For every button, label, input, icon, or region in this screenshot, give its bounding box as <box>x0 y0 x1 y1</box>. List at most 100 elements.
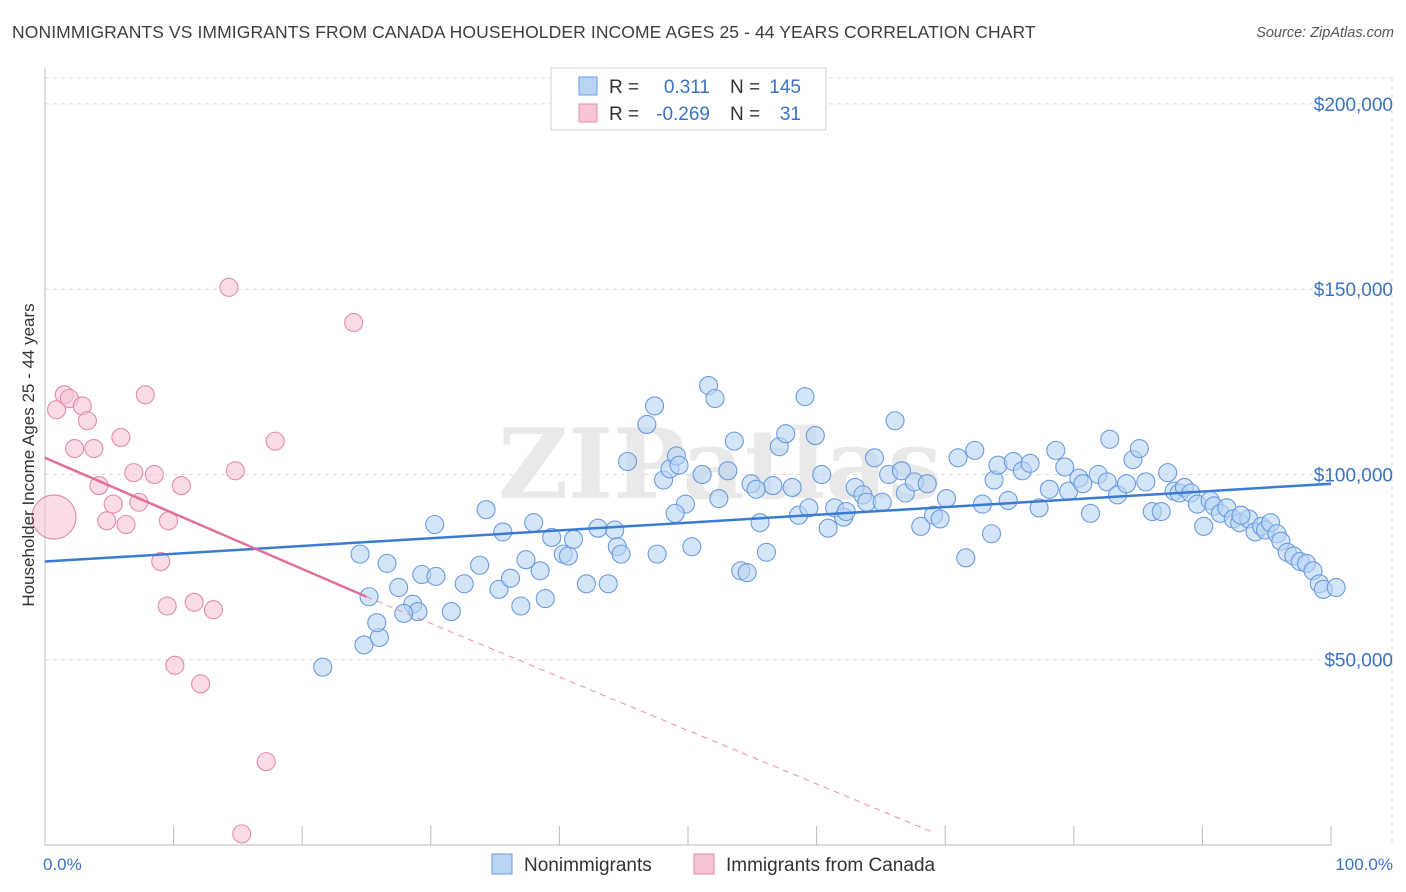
nonimmigrant-point <box>782 477 802 497</box>
immigrant-point <box>184 592 204 612</box>
nonimmigrant-point <box>377 553 397 573</box>
axes <box>44 68 1332 846</box>
nonimmigrant-point <box>1326 577 1346 598</box>
legend-swatch-pink <box>578 103 598 123</box>
trend-lines <box>44 456 1332 833</box>
legend-bottom-swatch-pink <box>693 853 715 875</box>
nonimmigrant-point <box>709 489 729 509</box>
nonimmigrant-point <box>948 448 968 468</box>
nonimmigrant-point <box>1136 472 1156 492</box>
nonimmigrant-point <box>524 513 544 533</box>
immigrant-point <box>157 596 177 616</box>
nonimmigrant-point <box>872 492 892 512</box>
nonimmigrant-point <box>511 596 531 616</box>
legend-r-label: R = <box>609 77 639 98</box>
nonimmigrant-point <box>682 537 702 557</box>
immigrant-trend-line <box>44 456 367 598</box>
nonimmigrant-point <box>965 440 985 460</box>
nonimmigrant-point <box>692 464 712 485</box>
nonimmigrant-point <box>637 414 657 434</box>
nonimmigrant-point <box>737 563 757 583</box>
immigrant-point <box>31 494 77 540</box>
nonimmigrant-point <box>776 424 796 444</box>
legend-n-label: N = <box>730 77 760 98</box>
nonimmigrant-point <box>998 490 1018 510</box>
nonimmigrant-point <box>1158 463 1178 483</box>
nonimmigrant-point <box>647 544 667 564</box>
nonimmigrant-point <box>605 520 625 540</box>
nonimmigrant-point <box>1097 472 1117 492</box>
nonimmigrant-point <box>891 461 912 481</box>
nonimmigrant-point <box>885 411 905 431</box>
legend-n-value: 31 <box>780 104 801 125</box>
immigrant-point <box>111 427 131 447</box>
nonimmigrant-point <box>705 388 725 409</box>
legend-bottom-label: Immigrants from Canada <box>726 855 936 876</box>
legend-top: R = 0.311 N = 145 R = -0.269 N = 31 <box>550 67 827 131</box>
nonimmigrant-point <box>1116 474 1137 494</box>
immigrant-point <box>225 461 245 481</box>
immigrant-point <box>77 411 97 431</box>
nonimmigrant-point <box>367 613 387 633</box>
nonimmigrant-point <box>1231 505 1251 525</box>
nonimmigrant-point <box>669 455 689 475</box>
immigrant-point <box>65 438 85 459</box>
y-tick-label: $200,000 <box>1314 95 1393 116</box>
immigrant-point <box>84 438 104 459</box>
nonimmigrant-point <box>476 500 496 520</box>
nonimmigrant-point <box>956 548 976 568</box>
nonimmigrant-point <box>795 387 815 407</box>
legend-bottom-label: Nonimmigrants <box>524 855 652 876</box>
y-tick-labels: $50,000 $100,000 $150,000 $200,000 <box>1314 95 1393 672</box>
nonimmigrant-point <box>516 550 536 570</box>
nonimmigrant-point <box>763 476 783 496</box>
nonimmigrant-point <box>563 529 584 549</box>
nonimmigrant-point <box>665 503 685 523</box>
nonimmigrant-point <box>930 509 950 529</box>
legend-bottom: Nonimmigrants Immigrants from Canada <box>491 853 936 876</box>
nonimmigrant-point <box>535 589 555 609</box>
y-tick-label: $50,000 <box>1324 651 1393 672</box>
nonimmigrant-point <box>1020 453 1040 473</box>
immigrant-point <box>191 674 211 694</box>
nonimmigrant-point <box>1073 474 1093 494</box>
nonimmigrant-point <box>441 602 461 622</box>
nonimmigrant-point <box>799 498 819 518</box>
nonimmigrant-point <box>598 574 618 594</box>
nonimmigrant-point <box>1129 438 1149 459</box>
x-tick-label-max: 100.0% <box>1335 855 1393 874</box>
immigrant-point <box>135 385 155 405</box>
nonimmigrant-point <box>645 396 665 416</box>
nonimmigrant-point <box>354 635 374 655</box>
nonimmigrant-point <box>812 464 832 485</box>
immigrant-point <box>165 655 185 675</box>
nonimmigrant-point <box>750 513 770 533</box>
nonimmigrant-point <box>394 603 414 623</box>
nonimmigrant-point <box>1080 503 1101 523</box>
immigrant-trend-extension <box>366 596 933 833</box>
nonimmigrant-point <box>530 561 550 581</box>
nonimmigrant-point <box>425 514 445 535</box>
nonimmigrant-point <box>718 461 738 481</box>
nonimmigrant-point <box>981 524 1002 544</box>
nonimmigrant-point <box>470 555 490 575</box>
nonimmigrant-point <box>350 544 370 564</box>
immigrant-point <box>124 463 144 483</box>
nonimmigrant-point <box>500 568 521 588</box>
nonimmigrant-point <box>1046 440 1066 460</box>
nonimmigrant-point <box>426 566 446 586</box>
immigrant-point <box>171 476 191 496</box>
immigrant-point <box>47 400 67 420</box>
nonimmigrant-point <box>493 522 513 542</box>
nonimmigrant-point <box>1100 429 1120 449</box>
legend-r-label: R = <box>609 104 639 125</box>
nonimmigrant-point <box>359 587 379 607</box>
legend-n-value: 145 <box>769 77 801 98</box>
legend-r-value: 0.311 <box>664 77 710 98</box>
immigrant-point <box>232 824 252 844</box>
immigrant-point <box>265 431 285 451</box>
chart-source: Source: ZipAtlas.com <box>1256 25 1394 41</box>
nonimmigrant-point <box>489 579 509 599</box>
y-tick-label: $100,000 <box>1314 465 1393 486</box>
nonimmigrant-point <box>864 448 885 468</box>
